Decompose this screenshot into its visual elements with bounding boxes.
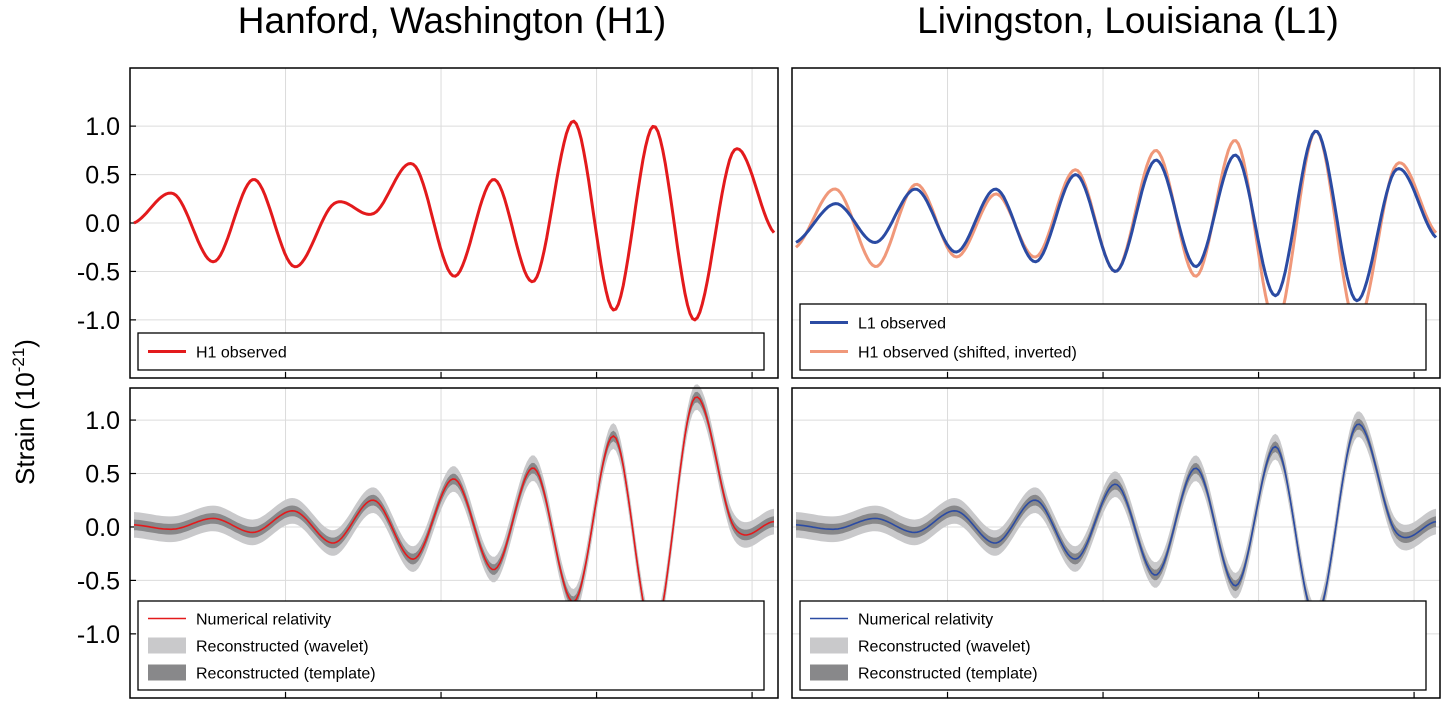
title-livingston: Livingston, Louisiana (L1) (917, 0, 1339, 41)
y-tick-label: 0.0 (85, 210, 120, 238)
legend-label: Reconstructed (template) (196, 666, 376, 683)
panel-frame (791, 387, 1441, 699)
legend-label: Numerical relativity (858, 612, 993, 629)
legend-label: Reconstructed (wavelet) (196, 639, 369, 656)
legend-swatch (148, 664, 186, 681)
series-line-0 (795, 129, 1438, 303)
wavelet-band (796, 411, 1436, 631)
y-tick-label: 0.5 (85, 461, 120, 489)
legend-box (799, 600, 1427, 691)
y-tick-label: -0.5 (77, 567, 120, 595)
series-line-0 (133, 119, 776, 322)
legend-box (799, 303, 1427, 371)
title-hanford: Hanford, Washington (H1) (238, 0, 666, 41)
y-tick-label: 0.5 (85, 162, 120, 190)
y-tick-label: -1.0 (77, 307, 120, 335)
y-axis-label-exponent: -21 (9, 348, 28, 373)
panel-0: 1.0 0.5 0.0 -0.5 -1.0 H1 observed (77, 67, 779, 379)
panel-3: Numerical relativity Reconstructed (wavel… (791, 387, 1441, 699)
nr-line (133, 396, 775, 635)
panel-1: L1 observed H1 observed (shifted, inverte… (791, 67, 1441, 379)
legend-box (137, 600, 765, 691)
panel-frame (129, 387, 779, 699)
legend-swatch (810, 664, 848, 681)
legend-label: Numerical relativity (196, 612, 331, 629)
y-axis-label-main: Strain (10 (10, 372, 40, 485)
panel-frame (129, 67, 779, 379)
y-axis-label-close: ) (10, 339, 40, 348)
legend-label: H1 observed (shifted, inverted) (858, 345, 1077, 362)
legend-swatch (810, 637, 848, 654)
y-tick-label: -1.0 (77, 621, 120, 649)
legend-label: L1 observed (858, 316, 946, 333)
legend-label: Reconstructed (template) (858, 666, 1038, 683)
y-tick-label: 1.0 (85, 407, 120, 435)
legend-label: Reconstructed (wavelet) (858, 639, 1031, 656)
y-tick-label: 0.0 (85, 514, 120, 542)
nr-line (795, 423, 1437, 619)
y-axis-label: Strain (10-21) (9, 339, 40, 485)
legend-label: H1 observed (196, 345, 287, 362)
legend-box (137, 332, 765, 371)
series-line-1 (795, 129, 1438, 327)
y-tick-label: 1.0 (85, 113, 120, 141)
panels: 1.0 0.5 0.0 -0.5 -1.0 H1 observed L1 observed H… (77, 67, 1441, 699)
panel-2: 1.0 0.5 0.0 -0.5 -1.0 Numerical relativity Rec… (77, 384, 779, 699)
legend-swatch (148, 637, 186, 654)
template-band (796, 418, 1436, 624)
panel-frame (791, 67, 1441, 379)
y-tick-label: -0.5 (77, 258, 120, 286)
